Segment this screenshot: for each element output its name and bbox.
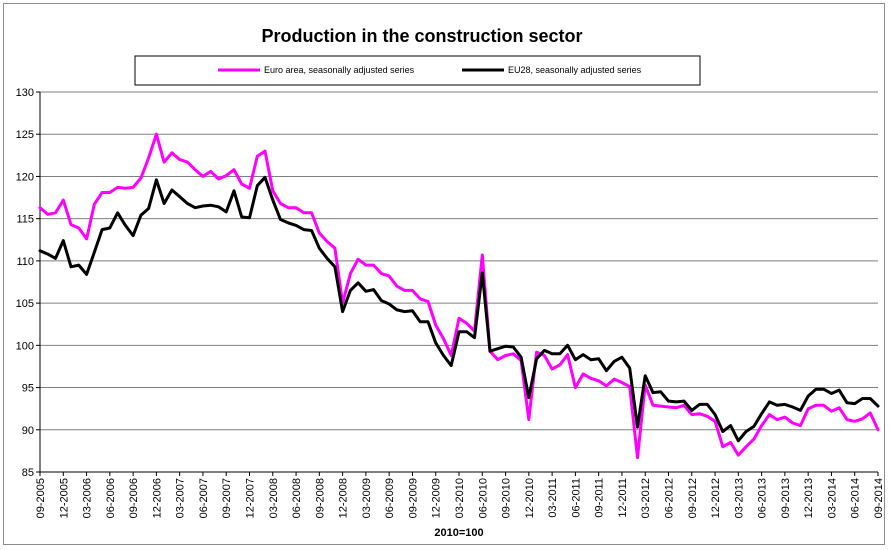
x-tick-label-09-2014: 09-2014: [873, 478, 885, 518]
x-tick-label-12-2009: 12-2009: [431, 478, 443, 518]
y-tick-label-120: 120: [16, 171, 34, 183]
x-tick-label-09-2008: 09-2008: [314, 478, 326, 518]
x-tick-label-03-2011: 03-2011: [547, 478, 559, 518]
y-tick-label-130: 130: [16, 87, 34, 99]
x-tick-label-12-2011: 12-2011: [617, 478, 629, 518]
x-tick-label-03-2008: 03-2008: [268, 478, 280, 518]
x-tick-label-09-2005: 09-2005: [35, 478, 47, 518]
x-tick-label-06-2006: 06-2006: [105, 478, 117, 518]
y-axis: 85 90 95 100 105 110 115 120 125 130: [16, 87, 41, 479]
series-lines: [38, 132, 880, 460]
x-tick-label-03-2009: 03-2009: [361, 478, 373, 518]
x-tick-label-09-2007: 09-2007: [221, 478, 233, 518]
x-tick-label-12-2005: 12-2005: [58, 478, 70, 518]
x-tick-label-06-2007: 06-2007: [198, 478, 210, 518]
x-tick-label-09-2010: 09-2010: [501, 478, 513, 518]
legend-label-euro-area: Euro area, seasonally adjusted series: [264, 65, 415, 75]
y-tick-label-90: 90: [22, 425, 34, 437]
x-tick-label-09-2006: 09-2006: [128, 478, 140, 518]
x-tick-label-09-2012: 09-2012: [687, 478, 699, 518]
x-tick-label-12-2008: 12-2008: [338, 478, 350, 518]
x-tick-label-12-2010: 12-2010: [524, 478, 536, 518]
x-axis: 09-2005 12-2005 03-2006 06-2006 09-2006 12-20…: [35, 471, 885, 518]
x-tick-label-03-2013: 03-2013: [733, 478, 745, 518]
gridlines: [40, 91, 878, 473]
chart-title: Production in the construction sector: [261, 26, 582, 46]
y-tick-label-110: 110: [16, 256, 34, 268]
y-tick-label-125: 125: [16, 129, 34, 141]
x-tick-label-12-2012: 12-2012: [710, 478, 722, 518]
y-tick-label-100: 100: [16, 340, 34, 352]
x-tick-label-09-2011: 09-2011: [594, 478, 606, 518]
x-axis-label: 2010=100: [434, 527, 483, 539]
x-tick-label-06-2011: 06-2011: [570, 478, 582, 518]
x-tick-label-06-2008: 06-2008: [291, 478, 303, 518]
legend-label-eu28: EU28, seasonally adjusted series: [508, 65, 642, 75]
x-tick-label-03-2012: 03-2012: [640, 478, 652, 518]
x-tick-label-12-2013: 12-2013: [803, 478, 815, 518]
y-tick-label-95: 95: [22, 383, 34, 395]
x-tick-label-09-2013: 09-2013: [780, 478, 792, 518]
x-tick-label-06-2010: 06-2010: [477, 478, 489, 518]
x-tick-label-06-2013: 06-2013: [757, 478, 769, 518]
x-tick-label-09-2009: 09-2009: [407, 478, 419, 518]
y-tick-label-105: 105: [16, 298, 34, 310]
x-tick-label-06-2014: 06-2014: [850, 478, 862, 518]
x-tick-label-03-2006: 03-2006: [82, 478, 94, 518]
series-line-euro-area: [38, 132, 880, 460]
y-tick-label-85: 85: [22, 467, 34, 479]
y-tick-label-115: 115: [16, 214, 34, 226]
x-tick-label-06-2012: 06-2012: [664, 478, 676, 518]
x-tick-label-03-2007: 03-2007: [175, 478, 187, 518]
x-tick-label-03-2014: 03-2014: [826, 478, 838, 518]
x-tick-label-12-2006: 12-2006: [151, 478, 163, 518]
x-tick-label-06-2009: 06-2009: [384, 478, 396, 518]
legend: Euro area, seasonally adjusted series EU…: [134, 55, 701, 86]
x-tick-label-12-2007: 12-2007: [245, 478, 257, 518]
x-tick-label-03-2010: 03-2010: [454, 478, 466, 518]
series-line-eu28: [38, 175, 880, 443]
